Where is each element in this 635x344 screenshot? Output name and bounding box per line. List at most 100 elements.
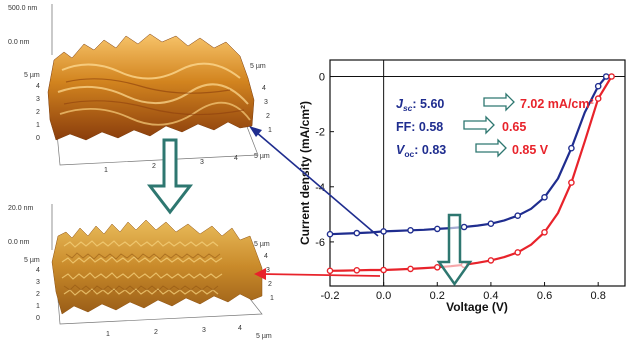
series-2-point [326,267,334,275]
afm-top-height-max: 500.0 nm [8,5,37,12]
afm-top-right-unit: 5 µm [250,63,266,70]
voc-after-value: 0.85 V [512,143,549,157]
afm-image-top: 500.0 nm 0.0 nm 5 µm 4 3 2 1 0 5 µm 4 3 … [8,4,272,174]
voc-symbol: V [396,143,406,157]
series-2-point [594,95,602,102]
afm-top-left-tick-0: 0 [36,135,40,142]
plot-frame [329,59,626,287]
afm-top-surface [47,33,255,141]
voc-subscript: oc [404,149,414,159]
x-tick-label: 0.4 [483,290,498,302]
afm-bottom-height-min: 0.0 nm [8,239,30,246]
series-2-point [433,263,441,271]
afm-bottom-right-tick-2: 2 [268,281,272,288]
y-tick-label: 0 [319,72,325,84]
afm-bottom-front-tick-2: 2 [154,329,158,336]
series-1-point [594,82,602,90]
x-tick-label: 0.8 [591,290,606,302]
afm-bottom-left-tick-4: 4 [36,267,40,274]
afm-bottom-front-tick-1: 1 [106,331,110,338]
series-1-point [541,193,548,201]
afm-image-bottom: 20.0 nm 0.0 nm 5 µm 4 3 2 1 0 5 µm 4 3 2… [8,204,274,340]
afm-bottom-height-max: 20.0 nm [8,205,33,212]
afm-bottom-front-tick-3: 3 [202,327,206,334]
series-1-point [568,144,575,152]
series-2-point [514,249,522,256]
series-line-1 [329,75,608,236]
x-tick-label: 0.0 [376,290,391,302]
series-1-point [602,73,610,80]
connector-red-arrow [254,268,381,280]
y-tick-label: -6 [315,237,325,249]
parameter-annotations: Jsc: 5.60 7.02 mA/cm² FF: 0.58 0.65 Voc:… [396,92,594,159]
afm-bottom-left-tick-2: 2 [36,291,40,298]
jsc-before-row: Jsc: 5.60 [396,97,444,113]
afm-bottom-right-tick-3: 3 [266,267,270,274]
afm-bottom-front-unit: 5 µm [256,333,272,340]
ff-arrow-icon [463,115,495,135]
afm-top-front-tick-4: 4 [234,155,238,162]
afm-top-front-tick-2: 2 [152,163,156,170]
afm-bottom-right-unit: 5 µm [254,241,270,248]
afm-bottom-left-tick-0: 0 [36,315,40,322]
afm-top-left-tick-3: 3 [36,96,40,103]
voc-before-value: : 0.83 [414,143,446,157]
afm-top-left-tick-2: 2 [36,109,40,116]
x-axis-title: Voltage (V) [446,300,508,314]
down-arrow-afm [146,138,194,215]
series-1-point [460,223,468,231]
afm-bottom-front-tick-4: 4 [238,325,242,332]
afm-top-left-tick-1: 1 [36,122,40,129]
afm-top-left-unit: 5 µm [24,72,40,79]
jsc-after-value: 7.02 mA/cm² [520,97,594,111]
afm-top-front-unit: 5 µm [254,153,270,160]
down-arrow-chart [436,213,473,287]
series-1-point [514,212,522,219]
series-line-2 [329,75,613,272]
series-2-point [487,257,495,264]
x-tick-label: 0.6 [537,290,552,302]
ff-before-value: : 0.58 [411,120,443,134]
afm-top-right-tick-2: 2 [266,113,270,120]
afm-bottom-right-tick-1: 1 [270,295,274,302]
afm-bottom-left-tick-3: 3 [36,279,40,286]
x-tick-label: 0.2 [430,290,445,302]
y-tick-label: -4 [315,182,325,194]
x-tick-label: -0.2 [321,290,340,302]
afm-top-right-tick-3: 3 [264,99,268,106]
jsc-arrow-icon [483,92,515,112]
afm-bottom-right-tick-4: 4 [264,253,268,260]
afm-top-right-tick-4: 4 [262,85,266,92]
jsc-subscript: sc [403,103,413,113]
ff-after-value: 0.65 [502,120,526,134]
series-1-point [407,226,414,234]
series-2-point [568,179,575,186]
voc-arrow-icon [475,138,507,158]
afm-top-height-min: 0.0 nm [8,39,30,46]
jv-chart: -0.2 0.0 0.2 0.4 0.6 0.8 0-2-4-6 Voltage (V) … [298,59,626,314]
afm-top-front-tick-1: 1 [104,167,108,174]
series-2-point [407,265,414,273]
voc-before-row: Voc: 0.83 [396,143,446,159]
afm-top-left-tick-4: 4 [36,83,40,90]
connector-blue-arrow [249,126,379,237]
y-tick-label: -2 [315,127,325,139]
jsc-symbol: J [396,97,404,111]
series-1-point [433,225,441,233]
series-1-point [487,220,495,227]
series-1-point [326,230,334,238]
series-2-point [541,228,548,236]
afm-top-front-tick-3: 3 [200,159,204,166]
series-1-point [353,229,361,237]
afm-bottom-surface [51,219,263,315]
jsc-before-value: : 5.60 [412,97,444,111]
afm-top-right-tick-1: 1 [268,127,272,134]
series-2-point [353,266,361,274]
series-1-point [380,228,387,235]
series-2-point [380,266,387,274]
afm-bottom-left-tick-1: 1 [36,303,40,310]
afm-bottom-left-unit: 5 µm [24,257,40,264]
ff-symbol: FF [396,120,412,134]
ff-before-row: FF: 0.58 [396,120,443,134]
